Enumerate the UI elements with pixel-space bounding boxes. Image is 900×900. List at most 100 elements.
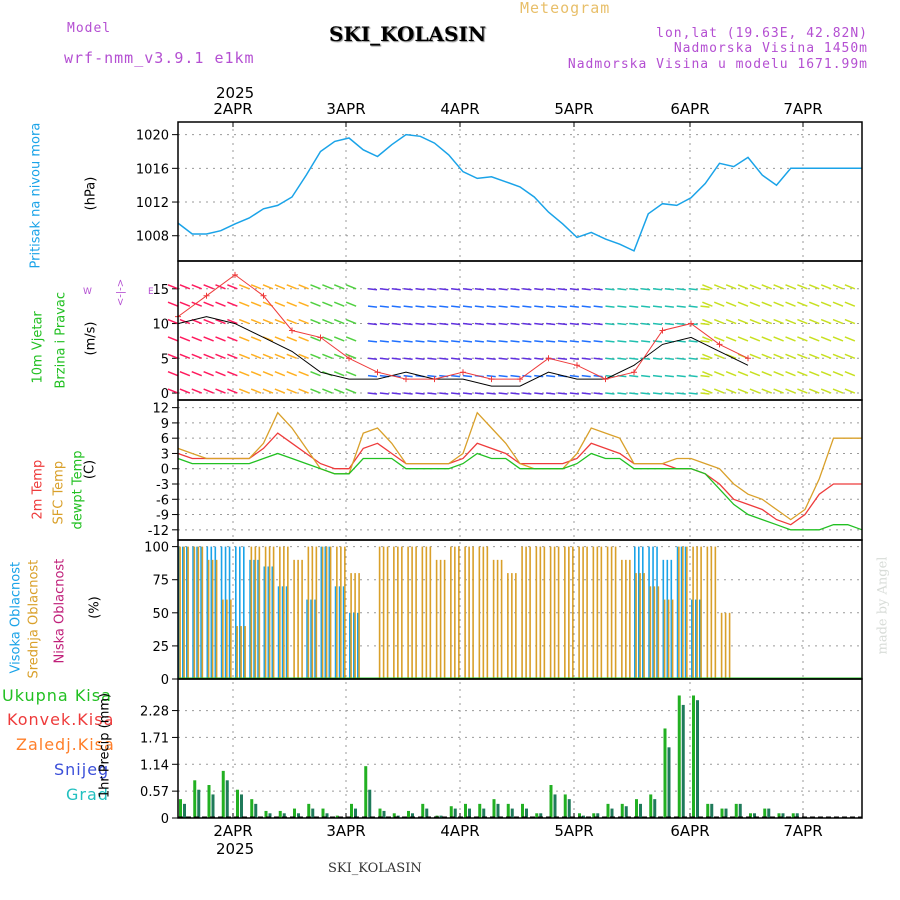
wind-barb-246 [593, 305, 603, 308]
wind-barb-35 [227, 284, 238, 290]
cloud-bar-0-1-2 [200, 546, 202, 678]
wind-barb-358 [773, 301, 784, 307]
wind-barb-31 [215, 336, 226, 342]
wind-barb-99 [333, 301, 345, 307]
wind-barb-12 [179, 370, 191, 377]
wind-label-1: 10m Vjetar [30, 311, 46, 384]
credit-label: made by Angel [875, 556, 891, 655]
wind-barb-231 [569, 288, 579, 291]
wind-barb-86 [310, 318, 321, 325]
wind-barb-367 [785, 336, 796, 342]
wind-barb-195 [498, 392, 508, 395]
precip-snow-bar-23 [510, 808, 514, 818]
wind-barb-388 [820, 336, 832, 342]
wind-barb-351 [761, 301, 773, 307]
wind-barb-237 [569, 392, 579, 395]
bottom-year-label: 2025 [216, 840, 255, 858]
cloud-bar-1-29-1 [596, 546, 599, 678]
cloud-bar-0-6-0 [263, 566, 266, 678]
cloud-bar-1-9-1 [311, 546, 314, 678]
wind-barb-265 [617, 392, 627, 395]
wind-barb-322 [713, 284, 725, 290]
top-day-label-3: 5APR [554, 100, 593, 118]
cloud-bar-1-5-0 [250, 546, 253, 678]
cloud-bar-1-18-2 [443, 559, 446, 678]
wind-barb-402 [844, 336, 856, 342]
wind-barb-203 [522, 288, 532, 291]
bottom-day-label-3: 5APR [554, 822, 593, 840]
wind-barb-80 [298, 336, 309, 342]
cloud-bar-1-31-1 [625, 559, 627, 678]
wind-barb-138 [403, 374, 413, 378]
cloud-bar-0-35-2 [684, 546, 687, 678]
cloud-bar-1-23-1 [511, 573, 513, 678]
wind-barb-152 [427, 374, 437, 378]
precip-snow-bar-10 [325, 813, 329, 818]
wind-barb-316 [702, 301, 713, 307]
cloud-unit: (%) [87, 596, 103, 619]
wind-barb-301 [688, 288, 698, 291]
wind-barb-234 [569, 340, 579, 343]
cloud-bar-1-12-2 [358, 573, 360, 678]
cloud-bar-0-9-1 [310, 599, 312, 678]
meteogram-title: Meteogram [520, 0, 611, 17]
wind-barb-254 [605, 322, 615, 326]
wind-ytick-label-3: 0 [161, 387, 169, 402]
wind-barb-242 [581, 357, 591, 361]
top-day-label-0: 2APR [213, 100, 252, 118]
wind-barb-182 [486, 288, 496, 291]
wind-barb-181 [474, 392, 484, 395]
wind-compass-axis: <-|-> [115, 278, 127, 307]
wind-barb-154 [439, 288, 449, 291]
cloud-bar-1-0-0 [179, 546, 181, 678]
precip-snow-bar-42 [781, 813, 785, 818]
model-altitude-label: Nadmorska Visina u modelu 1671.99m [567, 57, 868, 72]
wind-barb-283 [652, 340, 663, 343]
wind-barb-167 [451, 392, 461, 395]
wind-barb-206 [522, 340, 532, 343]
cloud-bar-1-11-1 [340, 546, 342, 678]
wind-barb-228 [557, 357, 568, 361]
cloud-bar-1-7-1 [283, 546, 285, 678]
wind-barb-287 [664, 288, 674, 291]
wind-barb-136 [403, 340, 413, 343]
cloud-bar-1-10-2 [329, 546, 332, 678]
wind-barb-348 [749, 370, 761, 377]
pressure-ytick-label-1: 1016 [136, 162, 169, 177]
wind-barb-306 [688, 374, 698, 378]
cloud-bar-1-10-0 [321, 546, 324, 678]
wind-barb-343 [749, 284, 761, 290]
wind-barb-50 [250, 301, 262, 307]
wind-barb-93 [322, 318, 333, 325]
precip-total-bar-0 [179, 799, 182, 818]
wind-barb-2 [167, 318, 179, 325]
wind-barb-299 [676, 374, 686, 378]
wind-barb-389 [820, 353, 832, 359]
bottom-day-label-4: 6APR [670, 822, 709, 840]
wind-barb-347 [749, 353, 761, 359]
precip-snow-bar-17 [425, 808, 429, 818]
cloud-bar-1-4-2 [244, 626, 246, 678]
wind-barb-256 [605, 357, 615, 361]
wind-barb-64 [274, 301, 286, 307]
cloud-ytick-label-2: 50 [152, 607, 169, 622]
wind-ytick-label-0: 15 [152, 283, 169, 298]
wind-barb-121 [379, 322, 389, 326]
wind-speed-point-17 [659, 327, 666, 334]
precip-snow-bar-22 [496, 803, 500, 818]
wind-barb-233 [569, 322, 579, 326]
top-day-label-4: 6APR [670, 100, 709, 118]
cloud-bar-1-20-2 [472, 546, 474, 678]
precip-snow-bar-39 [738, 803, 742, 818]
cloud-bar-1-2-2 [215, 559, 218, 678]
temp-ytick-label-1: 9 [161, 417, 169, 432]
model-name: wrf-nmm_v3.9.1 e1km [64, 49, 255, 67]
pressure-ytick-label-3: 1008 [136, 230, 169, 245]
wind-barb-185 [486, 340, 496, 343]
cloud-bar-1-19-0 [450, 546, 452, 678]
wind-barb-239 [581, 305, 591, 308]
temp-sfc-line [177, 411, 862, 521]
cloud-bar-0-32-1 [638, 546, 640, 678]
cloud-bar-1-3-0 [222, 599, 224, 678]
wind-barb-158 [439, 357, 449, 361]
